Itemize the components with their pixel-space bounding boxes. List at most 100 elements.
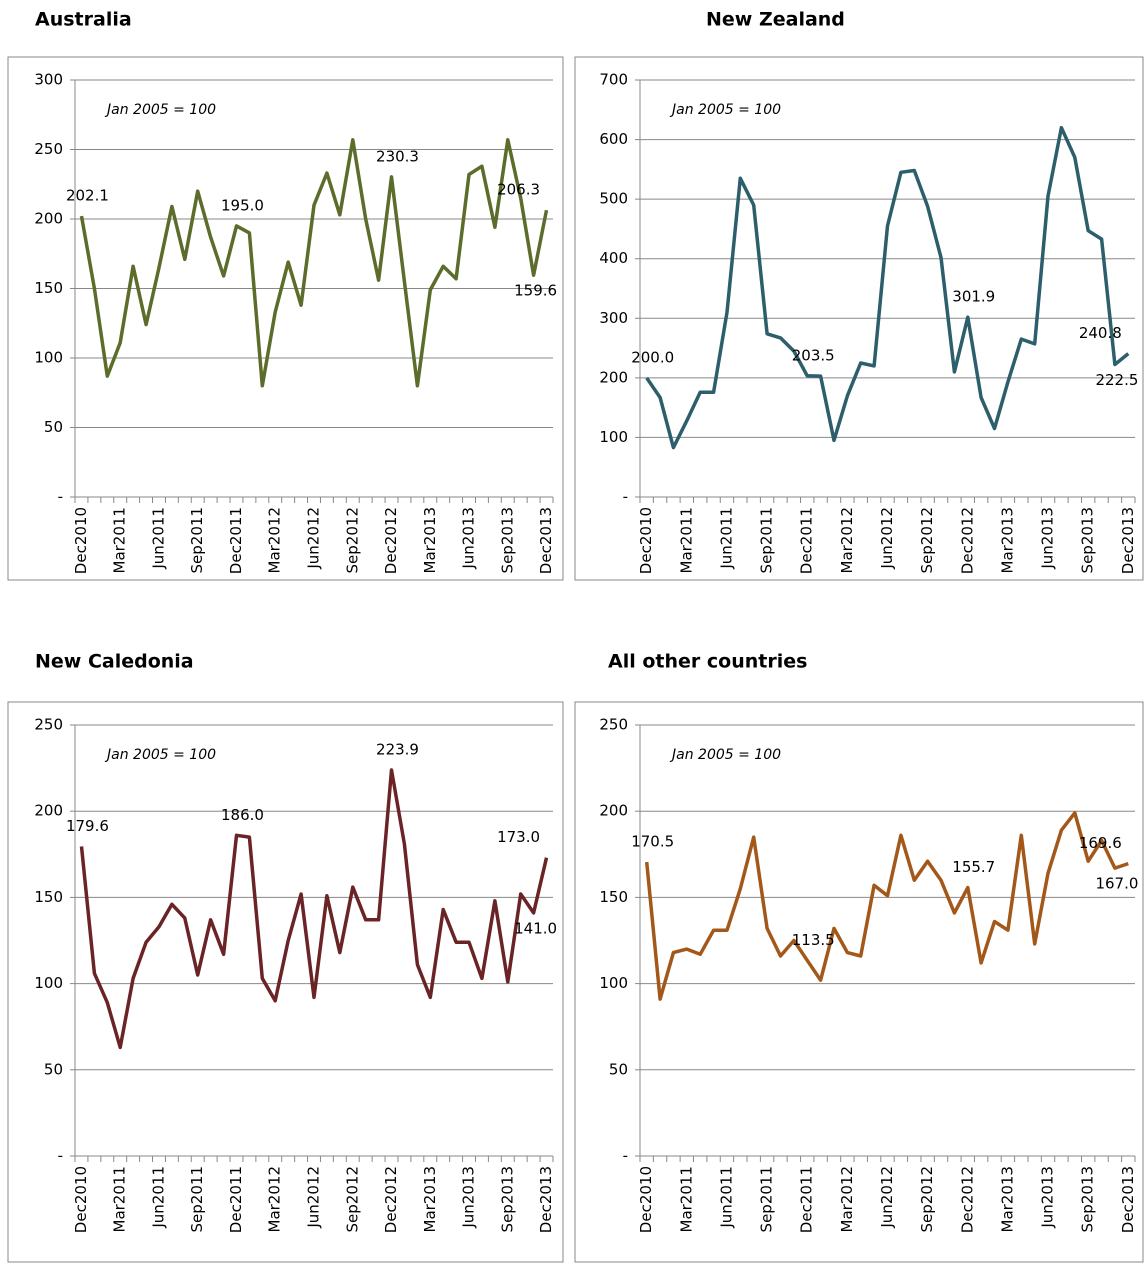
y-tick-label: - (623, 1147, 628, 1165)
data-label: 301.9 (952, 288, 995, 306)
x-tick-label: Jun2013 (1039, 1166, 1057, 1229)
x-tick-label: Sep2012 (343, 507, 361, 573)
x-tick-label: Mar2013 (998, 1166, 1016, 1232)
x-tick-label: Sep2012 (918, 507, 936, 573)
x-tick-label: Sep2012 (343, 1166, 361, 1232)
annotation: Jan 2005 = 100 (669, 747, 781, 763)
panel-frame (574, 56, 1144, 581)
panel-title: All other countries (608, 651, 807, 673)
data-label: 240.8 (1079, 324, 1122, 342)
x-tick-label: Mar2013 (421, 1166, 439, 1232)
data-label: 169.6 (1079, 834, 1122, 852)
data-label: 203.5 (792, 346, 835, 364)
y-tick-label: 250 (34, 716, 63, 734)
x-tick-label: Sep2011 (188, 1166, 206, 1232)
x-tick-label: Mar2012 (266, 507, 284, 573)
annotation: Jan 2005 = 100 (669, 102, 781, 118)
x-tick-label: Mar2011 (111, 507, 129, 573)
x-tick-label: Dec2011 (798, 1166, 816, 1233)
annotation: Jan 2005 = 100 (104, 102, 216, 118)
y-tick-label: 150 (599, 888, 628, 906)
y-tick-label: 600 (599, 130, 628, 148)
y-tick-label: 300 (34, 71, 63, 89)
x-tick-label: Dec2010 (637, 1166, 655, 1233)
panel-title: New Zealand (706, 9, 845, 31)
panel-frame (7, 56, 564, 581)
y-tick-label: 50 (44, 1060, 63, 1078)
annotation: Jan 2005 = 100 (104, 747, 216, 763)
x-tick-label: Jun2013 (1039, 507, 1057, 570)
x-tick-label: Dec2013 (537, 1166, 555, 1233)
y-tick-label: - (58, 1147, 63, 1165)
x-tick-label: Dec2012 (382, 507, 400, 574)
x-tick-label: Sep2012 (918, 1166, 936, 1232)
data-label: 195.0 (221, 196, 264, 214)
y-tick-label: 200 (599, 368, 628, 386)
y-tick-label: 100 (34, 974, 63, 992)
y-tick-label: 700 (599, 71, 628, 89)
data-line (79, 138, 549, 388)
data-line (79, 768, 549, 1050)
x-tick-label: Jun2011 (149, 1166, 167, 1229)
x-tick-label: Jun2013 (460, 1166, 478, 1229)
x-tick-label: Jun2012 (305, 1166, 323, 1229)
panel-title: New Caledonia (35, 651, 194, 673)
x-tick-label: Mar2011 (111, 1166, 129, 1232)
y-tick-label: 400 (599, 249, 628, 267)
x-tick-label: Dec2012 (958, 1166, 976, 1233)
x-tick-label: Sep2011 (188, 507, 206, 573)
data-label: 202.1 (66, 187, 109, 205)
y-tick-label: 50 (44, 418, 63, 436)
y-tick-label: 150 (34, 888, 63, 906)
x-tick-label: Jun2011 (717, 1166, 735, 1229)
x-tick-label: Dec2010 (637, 507, 655, 574)
x-tick-label: Mar2012 (838, 1166, 856, 1232)
x-tick-label: Sep2011 (758, 1166, 776, 1232)
x-tick-label: Mar2013 (998, 507, 1016, 573)
data-label: 222.5 (1095, 371, 1138, 389)
x-tick-label: Mar2011 (677, 507, 695, 573)
x-tick-label: Dec2013 (537, 507, 555, 574)
data-label: 170.5 (631, 833, 674, 851)
x-tick-label: Dec2010 (72, 507, 90, 574)
y-tick-label: 50 (609, 1060, 628, 1078)
y-tick-label: 150 (34, 279, 63, 297)
x-tick-label: Dec2011 (227, 1166, 245, 1233)
y-tick-label: 250 (34, 140, 63, 158)
data-line (645, 125, 1130, 450)
data-label: 186.0 (221, 806, 264, 824)
panel-frame (7, 701, 564, 1263)
data-label: 179.6 (66, 817, 109, 835)
y-tick-label: 500 (599, 190, 628, 208)
x-tick-label: Sep2013 (1079, 1166, 1097, 1232)
x-tick-label: Dec2011 (227, 507, 245, 574)
x-tick-label: Sep2013 (498, 507, 516, 573)
data-label: 173.0 (497, 828, 540, 846)
x-tick-label: Dec2011 (798, 507, 816, 574)
y-tick-label: 100 (599, 974, 628, 992)
data-label: 206.3 (497, 181, 540, 199)
y-tick-label: - (623, 488, 628, 506)
data-label: 223.9 (376, 740, 419, 758)
x-tick-label: Jun2011 (717, 507, 735, 570)
data-label: 141.0 (514, 919, 557, 937)
x-tick-label: Mar2012 (266, 1166, 284, 1232)
panel-frame (574, 701, 1144, 1263)
x-tick-label: Dec2012 (958, 507, 976, 574)
y-tick-label: 250 (599, 716, 628, 734)
x-tick-label: Mar2012 (838, 507, 856, 573)
x-tick-label: Dec2012 (382, 1166, 400, 1233)
panel-title: Australia (35, 9, 132, 31)
y-tick-label: 200 (34, 802, 63, 820)
data-label: 113.5 (792, 931, 835, 949)
data-label: 200.0 (631, 348, 674, 366)
y-tick-label: 200 (599, 802, 628, 820)
x-tick-label: Sep2013 (498, 1166, 516, 1232)
x-tick-label: Jun2011 (149, 507, 167, 570)
x-tick-label: Sep2013 (1079, 507, 1097, 573)
x-tick-label: Mar2013 (421, 507, 439, 573)
x-tick-label: Mar2011 (677, 1166, 695, 1232)
data-line (644, 811, 1129, 1001)
y-tick-label: 100 (599, 428, 628, 446)
x-tick-label: Dec2010 (72, 1166, 90, 1233)
